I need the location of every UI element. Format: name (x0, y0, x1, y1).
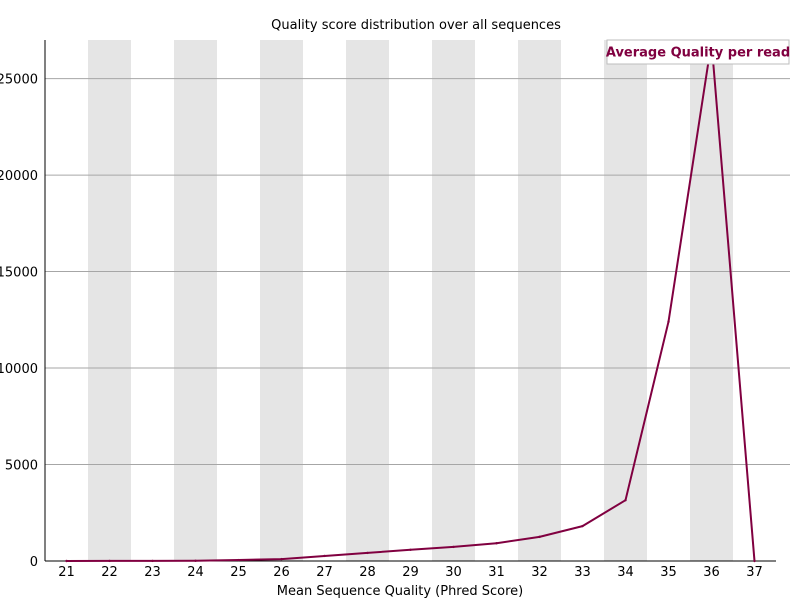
band-28 (346, 40, 389, 561)
data-point-28 (366, 551, 369, 555)
data-point-24 (194, 559, 197, 563)
data-point-37 (753, 559, 756, 563)
x-tick-label: 28 (359, 565, 376, 580)
legend-box (606, 39, 790, 65)
x-tick-label: 34 (617, 565, 634, 580)
data-point-35 (667, 320, 670, 323)
y-tick-label: 10000 (0, 362, 38, 377)
legend: Average Quality per read (606, 39, 790, 65)
x-tick-label: 24 (187, 565, 204, 580)
band-26 (260, 40, 303, 561)
data-point-32 (538, 535, 541, 539)
x-tick-label: 35 (660, 565, 677, 580)
data-point-31 (495, 542, 498, 545)
x-tick-label: 29 (402, 565, 419, 580)
band-32 (518, 40, 561, 561)
data-point-27 (323, 554, 326, 558)
band-30 (432, 40, 475, 561)
x-tick-label: 33 (574, 565, 591, 580)
y-tick-label: 25000 (0, 73, 38, 88)
data-point-33 (581, 524, 584, 528)
x-tick-label: 36 (703, 565, 720, 580)
y-tick-label: 20000 (0, 169, 38, 184)
data-point-22 (108, 559, 111, 563)
data-point-34 (624, 499, 627, 502)
x-tick-label: 37 (746, 565, 763, 580)
x-tick-label: 27 (316, 565, 333, 580)
axes (44, 40, 776, 562)
chart-title: Quality score distribution over all sequ… (271, 18, 561, 33)
series-layer (65, 40, 756, 563)
data-point-23 (151, 559, 154, 563)
y-tick-label: 0 (30, 555, 38, 570)
x-tick-label: 21 (58, 565, 75, 580)
alternating-bands (88, 40, 733, 561)
band-34 (604, 40, 647, 561)
x-tick-label: 22 (101, 565, 118, 580)
y-tick-label: 15000 (0, 266, 38, 281)
x-axis-label: Mean Sequence Quality (Phred Score) (277, 584, 523, 599)
band-36 (690, 40, 733, 561)
y-tick-labels: 0 5000 10000 15000 20000 25000 (0, 73, 38, 570)
data-point-30 (452, 545, 455, 549)
data-point-25 (237, 558, 240, 562)
x-tick-label: 26 (273, 565, 290, 580)
legend-label: Average Quality per read (606, 46, 790, 61)
data-point-26 (280, 557, 283, 561)
x-tick-label: 31 (488, 565, 505, 580)
x-tick-labels: 21 22 23 24 25 26 27 28 29 30 31 32 33 34 35 36 37 (58, 565, 763, 580)
data-point-21 (65, 559, 68, 563)
series-line-0 (66, 40, 756, 562)
band-24 (174, 40, 217, 561)
x-tick-label: 23 (144, 565, 161, 580)
band-22 (88, 40, 131, 561)
y-tick-label: 5000 (5, 459, 38, 474)
gridlines (45, 78, 790, 466)
x-tick-label: 32 (531, 565, 548, 580)
data-point-29 (409, 548, 412, 552)
x-tick-label: 25 (230, 565, 247, 580)
x-tick-label: 30 (445, 565, 462, 580)
